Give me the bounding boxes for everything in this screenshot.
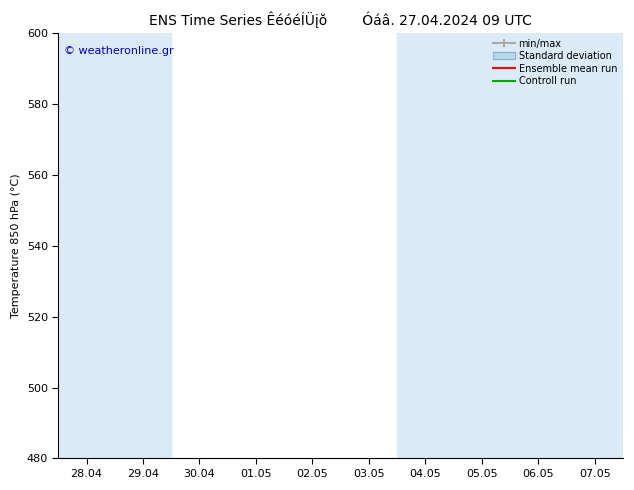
Bar bbox=[397, 33, 510, 459]
Y-axis label: Temperature 850 hPa (°C): Temperature 850 hPa (°C) bbox=[11, 173, 21, 318]
Text: © weatheronline.gr: © weatheronline.gr bbox=[64, 46, 174, 56]
Title: ENS Time Series ÊéóéÍÜįŏ        Óáâ. 27.04.2024 09 UTC: ENS Time Series ÊéóéÍÜįŏ Óáâ. 27.04.2024… bbox=[149, 11, 532, 27]
Bar bbox=[510, 33, 623, 459]
Legend: min/max, Standard deviation, Ensemble mean run, Controll run: min/max, Standard deviation, Ensemble me… bbox=[489, 35, 621, 90]
Bar bbox=[58, 33, 171, 459]
